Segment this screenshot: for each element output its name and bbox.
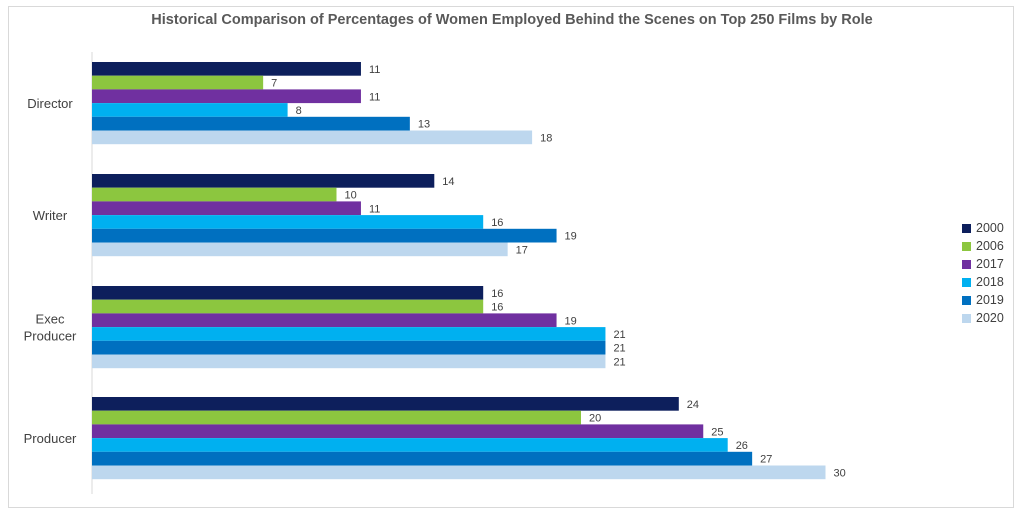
bar [92,242,508,257]
data-label: 11 [369,203,380,215]
legend-label: 2000 [976,221,1004,235]
bar [92,103,288,117]
data-label: 11 [369,64,380,76]
data-label: 21 [613,329,625,341]
data-label: 30 [834,467,846,479]
data-label: 7 [271,78,277,90]
bar [92,354,606,369]
bar [92,299,484,314]
data-label: 18 [540,132,552,144]
data-label: 16 [491,302,503,314]
data-label: 25 [711,426,723,438]
legend-item: 2020 [962,309,1004,327]
bar [92,89,361,104]
bar [92,187,337,202]
data-label: 20 [589,413,601,425]
chart-legend: 2000 2006 2017 2018 2019 2020 [962,219,1004,327]
legend-item: 2018 [962,273,1004,291]
legend-item: 2019 [962,291,1004,309]
bar [92,327,606,341]
data-label: 21 [613,343,625,355]
bar [92,62,361,76]
bar [92,228,557,243]
legend-swatch [962,241,971,251]
bar [92,201,361,216]
data-label: 21 [613,356,625,368]
legend-swatch [962,277,971,287]
bar [92,313,557,328]
bar [92,424,704,439]
category-label: Producer [24,329,77,344]
legend-label: 2017 [976,257,1004,271]
data-label: 19 [565,315,577,327]
legend-label: 2020 [976,311,1004,325]
legend-swatch [962,295,971,305]
legend-swatch [962,223,971,233]
category-label: Exec [36,312,65,327]
data-label: 16 [491,217,503,229]
data-label: 13 [418,119,430,131]
data-label: 17 [516,244,528,256]
bar [92,286,484,300]
data-label: 26 [736,440,748,452]
data-label: 24 [687,399,699,411]
data-label: 11 [369,91,380,103]
category-label: Director [27,96,73,111]
legend-item: 2006 [962,237,1004,255]
bar [92,75,264,90]
bar [92,340,606,355]
bar [92,397,679,411]
legend-item: 2017 [962,255,1004,273]
data-label: 14 [442,176,454,188]
bar [92,465,826,480]
category-label: Writer [33,208,68,223]
data-label: 27 [760,454,772,466]
bar [92,215,484,229]
legend-label: 2018 [976,275,1004,289]
bar [92,451,753,466]
legend-label: 2019 [976,293,1004,307]
data-label: 16 [491,288,503,300]
legend-label: 2006 [976,239,1004,253]
data-label: 19 [565,231,577,243]
bar [92,410,581,425]
bar [92,130,533,145]
bar [92,438,728,452]
bar [92,174,435,188]
data-label: 8 [296,105,302,117]
chart-title: Historical Comparison of Percentages of … [151,12,873,28]
legend-swatch [962,259,971,269]
data-label: 10 [345,190,357,202]
bar [92,116,410,131]
category-label: Producer [24,431,77,446]
legend-item: 2000 [962,219,1004,237]
legend-swatch [962,313,971,323]
